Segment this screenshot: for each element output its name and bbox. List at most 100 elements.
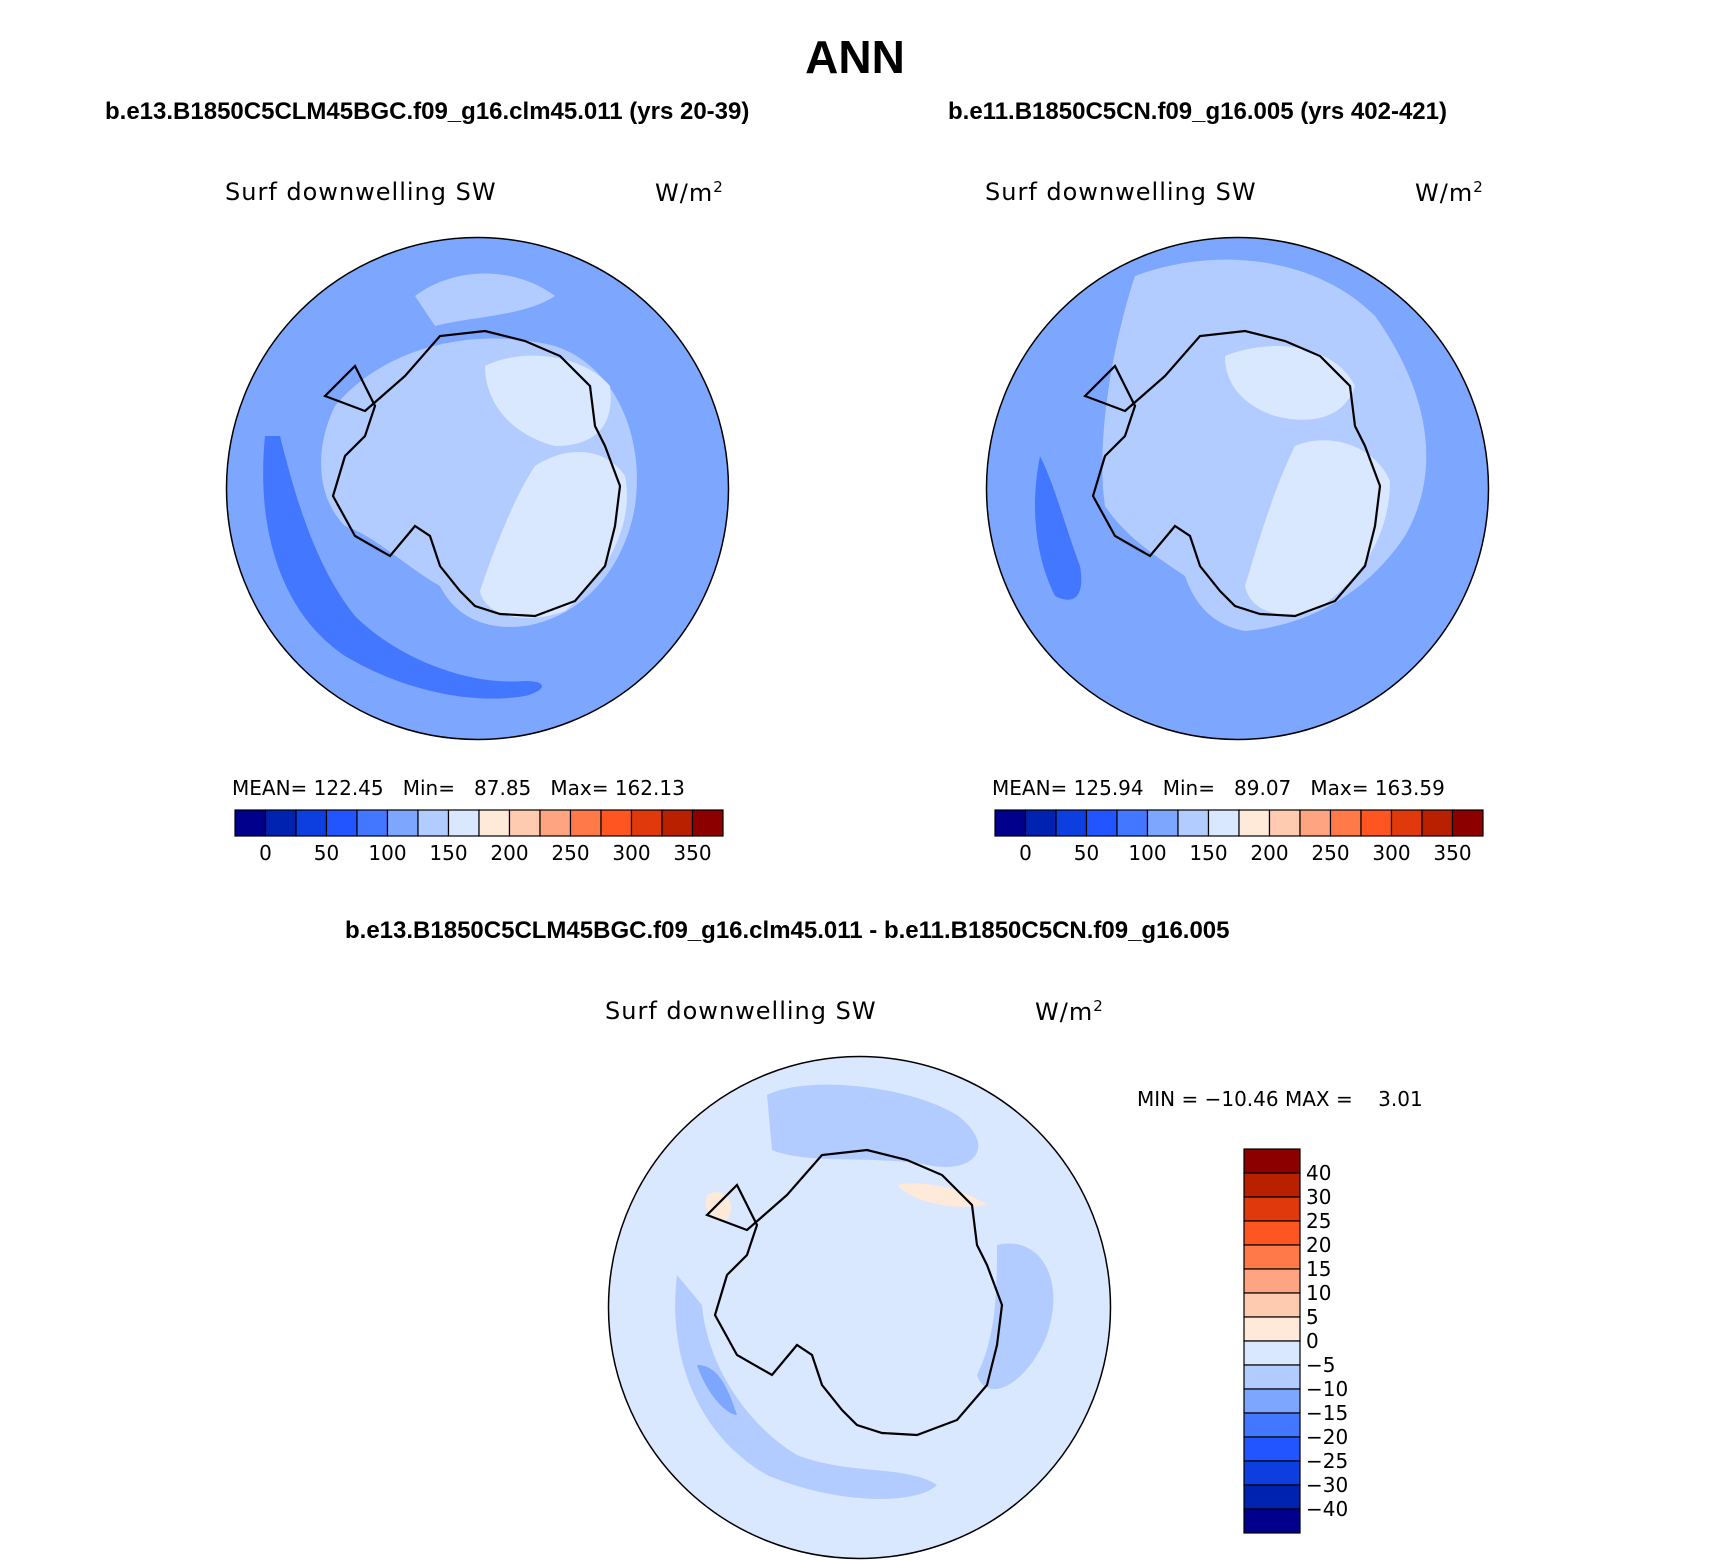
map-left-coastline bbox=[323, 329, 622, 618]
colorbar-right-label: 250 bbox=[1311, 841, 1349, 865]
colorbar-diff-swatch bbox=[1243, 1436, 1301, 1462]
colorbar-right-swatch bbox=[1238, 809, 1271, 837]
colorbar-right-swatch bbox=[1055, 809, 1088, 837]
colorbar-diff-swatch bbox=[1243, 1196, 1301, 1222]
colorbar-right-swatch bbox=[1207, 809, 1240, 837]
colorbar-diff-label: 0 bbox=[1306, 1329, 1319, 1353]
colorbar-right-swatch bbox=[1024, 809, 1057, 837]
colorbar-diff-label: 20 bbox=[1306, 1233, 1331, 1257]
colorbar-diff-swatch bbox=[1243, 1148, 1301, 1174]
colorbar-left-label: 50 bbox=[314, 841, 339, 865]
colorbar-right-label: 150 bbox=[1189, 841, 1227, 865]
map-diff bbox=[607, 1055, 1112, 1560]
map-diff-pos-west bbox=[705, 1192, 731, 1220]
colorbar-right-swatch bbox=[1146, 809, 1179, 837]
map-right-low-band bbox=[1035, 456, 1082, 600]
colorbar-diff-label: 40 bbox=[1306, 1161, 1331, 1185]
colorbar-diff-label: 5 bbox=[1306, 1305, 1319, 1329]
colorbar-left-swatch bbox=[386, 809, 419, 837]
map-right-highest-east bbox=[1225, 346, 1355, 420]
map-right-coastline bbox=[1083, 329, 1382, 618]
colorbar-diff-label: −40 bbox=[1306, 1497, 1348, 1521]
colorbar-right-swatch bbox=[1451, 809, 1484, 837]
colorbar-diff-swatch bbox=[1243, 1220, 1301, 1246]
colorbar-left-swatch bbox=[539, 809, 572, 837]
panel-right-variable: Surf downwelling SW bbox=[985, 178, 1257, 206]
map-diff-neg-north bbox=[767, 1084, 979, 1167]
colorbar-diff-swatch bbox=[1243, 1244, 1301, 1270]
colorbar-left-swatch bbox=[661, 809, 694, 837]
colorbar-diff-swatch bbox=[1243, 1268, 1301, 1294]
map-diff-pos-north bbox=[897, 1183, 987, 1207]
diff-panel-stats: MIN = −10.46 MAX = 3.01 bbox=[1137, 1087, 1423, 1111]
colorbar-left-swatch bbox=[600, 809, 633, 837]
colorbar-diff-swatch bbox=[1243, 1316, 1301, 1342]
colorbar-left-label: 0 bbox=[259, 841, 272, 865]
colorbar-left-label: 350 bbox=[673, 841, 711, 865]
colorbar-right-label: 0 bbox=[1019, 841, 1032, 865]
map-left-low-band bbox=[263, 436, 542, 699]
map-diff-neg-west bbox=[675, 1275, 937, 1499]
panel-left-stats: MEAN= 122.45 Min= 87.85 Max= 162.13 bbox=[232, 776, 685, 800]
colorbar-diff-label: −30 bbox=[1306, 1473, 1348, 1497]
map-left bbox=[225, 236, 730, 741]
colorbar-right-label: 350 bbox=[1433, 841, 1471, 865]
colorbar-left-swatch bbox=[264, 809, 297, 837]
colorbar-diff-label: 25 bbox=[1306, 1209, 1331, 1233]
diff-panel-variable: Surf downwelling SW bbox=[605, 997, 877, 1025]
colorbar-diff-label: −20 bbox=[1306, 1425, 1348, 1449]
colorbar-left-swatch bbox=[295, 809, 328, 837]
colorbar-right-swatch bbox=[1268, 809, 1301, 837]
map-left-border bbox=[225, 236, 730, 741]
panel-right-units: W/m2 bbox=[1415, 178, 1484, 207]
map-left-highest-east bbox=[485, 355, 611, 446]
colorbar-right-label: 200 bbox=[1250, 841, 1288, 865]
colorbar-diff-label: 30 bbox=[1306, 1185, 1331, 1209]
colorbar-left-label: 100 bbox=[368, 841, 406, 865]
map-diff-neg2-patch bbox=[697, 1365, 737, 1415]
colorbar-right-label: 50 bbox=[1074, 841, 1099, 865]
colorbar-right-swatch bbox=[994, 809, 1027, 837]
colorbar-left: 0 50 100 150 200 250 300 350 bbox=[234, 809, 724, 865]
colorbar-right-swatch bbox=[1360, 809, 1393, 837]
colorbar-diff-label: −10 bbox=[1306, 1377, 1348, 1401]
map-right bbox=[985, 236, 1490, 741]
map-diff-coastline bbox=[705, 1148, 1004, 1437]
colorbar-left-label: 300 bbox=[612, 841, 650, 865]
colorbar-right-swatch bbox=[1390, 809, 1423, 837]
colorbar-diff-label: −25 bbox=[1306, 1449, 1348, 1473]
colorbar-left-swatch bbox=[325, 809, 358, 837]
colorbar-diff-label: −5 bbox=[1306, 1353, 1335, 1377]
colorbar-diff-swatch bbox=[1243, 1172, 1301, 1198]
colorbar-diff-swatch bbox=[1243, 1460, 1301, 1486]
map-right-border bbox=[985, 236, 1490, 741]
colorbar-left-swatch bbox=[569, 809, 602, 837]
colorbar-diff-label: 10 bbox=[1306, 1281, 1331, 1305]
colorbar-diff-swatch bbox=[1243, 1412, 1301, 1438]
map-left-high-patch bbox=[415, 273, 555, 326]
colorbar-right-swatch bbox=[1421, 809, 1454, 837]
colorbar-diff-swatch bbox=[1243, 1292, 1301, 1318]
map-right-highest-south bbox=[1245, 440, 1390, 615]
colorbar-diff-label: −15 bbox=[1306, 1401, 1348, 1425]
colorbar-diff-swatch bbox=[1243, 1388, 1301, 1414]
colorbar-left-swatch bbox=[691, 809, 724, 837]
colorbar-right-swatch bbox=[1329, 809, 1362, 837]
colorbar-right-swatch bbox=[1085, 809, 1118, 837]
colorbar-left-swatch bbox=[234, 809, 267, 837]
diff-panel-units: W/m2 bbox=[1035, 997, 1104, 1026]
diff-panel-case-title: b.e13.B1850C5CLM45BGC.f09_g16.clm45.011 … bbox=[345, 917, 1230, 944]
colorbar-left-swatch bbox=[478, 809, 511, 837]
colorbar-diff-swatch bbox=[1243, 1484, 1301, 1510]
colorbar-diff-swatch bbox=[1243, 1364, 1301, 1390]
colorbar-left-swatch bbox=[356, 809, 389, 837]
panel-right-case-title: b.e11.B1850C5CN.f09_g16.005 (yrs 402-421… bbox=[948, 98, 1447, 125]
colorbar-right-swatch bbox=[1177, 809, 1210, 837]
panel-right-stats: MEAN= 125.94 Min= 89.07 Max= 163.59 bbox=[992, 776, 1445, 800]
colorbar-right-swatch bbox=[1116, 809, 1149, 837]
colorbar-left-swatch bbox=[417, 809, 450, 837]
colorbar-diff-swatch bbox=[1243, 1340, 1301, 1366]
colorbar-left-swatch bbox=[508, 809, 541, 837]
colorbar-left-label: 200 bbox=[490, 841, 528, 865]
